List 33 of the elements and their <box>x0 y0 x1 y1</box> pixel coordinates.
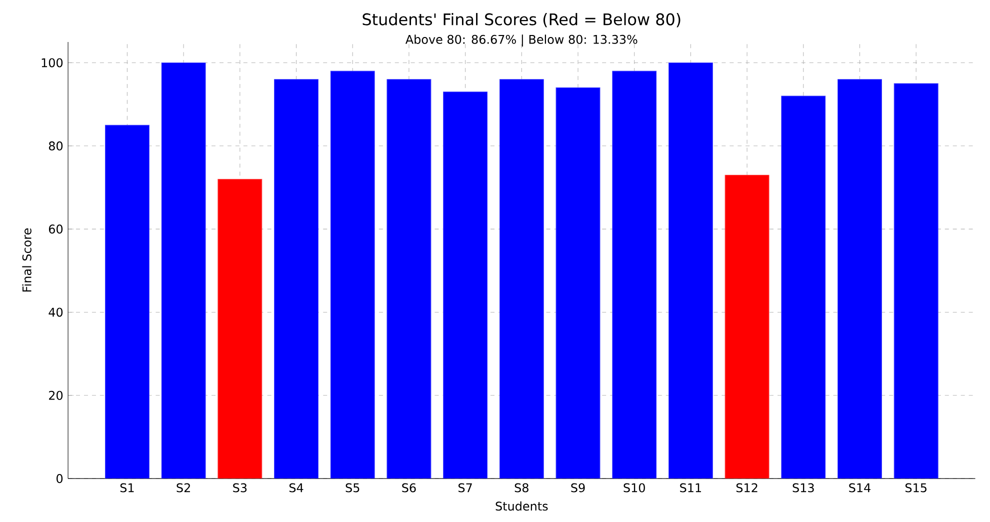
x-tick-label: S8 <box>514 483 528 492</box>
bar <box>499 79 544 479</box>
bar <box>724 174 770 479</box>
y-tick-label: 80 <box>48 141 63 150</box>
y-tick-label: 0 <box>56 474 63 484</box>
x-tick-label: S10 <box>624 483 645 492</box>
bar <box>443 92 488 479</box>
x-tick-label: S2 <box>176 483 190 492</box>
y-axis-title: Final Score <box>22 228 32 292</box>
x-tick-label: S9 <box>571 483 585 492</box>
x-tick-label: S15 <box>905 483 926 492</box>
y-tick-label: 100 <box>42 58 63 68</box>
x-tick-label: S5 <box>346 483 360 492</box>
x-tick-label: S7 <box>458 483 472 492</box>
x-tick-label: S1 <box>120 483 134 492</box>
x-tick-label: S6 <box>402 483 416 492</box>
x-tick-label: S4 <box>289 483 304 492</box>
bar <box>274 79 318 479</box>
x-tick-label: S13 <box>792 483 814 492</box>
bar <box>894 83 938 479</box>
bar <box>612 70 657 479</box>
x-tick-label: S11 <box>680 483 701 492</box>
y-tick-label: 40 <box>48 308 63 317</box>
x-tick-label: S3 <box>233 483 247 492</box>
bar <box>838 79 882 479</box>
x-axis-title: Students <box>496 501 548 511</box>
x-tick-label: S12 <box>736 483 758 492</box>
y-tick-label: 60 <box>48 224 63 234</box>
y-tick-label: 20 <box>49 390 63 400</box>
bar <box>218 178 262 479</box>
chart-title: Students' Final Scores (Red = Below 80) <box>362 13 680 28</box>
chart-subtitle: Above 80: 86.67% | Below 80: 13.33% <box>405 34 638 47</box>
x-tick-label: S14 <box>849 483 870 492</box>
